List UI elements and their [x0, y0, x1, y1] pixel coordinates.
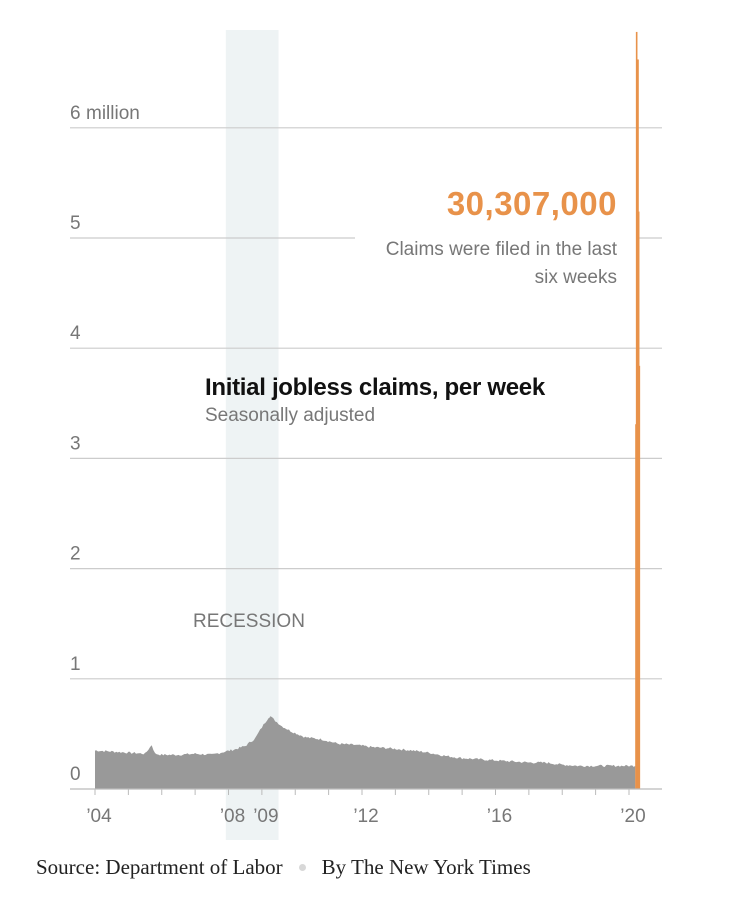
y-tick-label: 6 [70, 103, 81, 124]
y-unit-label: million [86, 103, 140, 124]
recession-label: RECESSION [193, 611, 305, 632]
chart-subtitle: Seasonally adjusted [205, 405, 376, 426]
separator-dot [298, 863, 306, 871]
x-tick-label: ’12 [353, 806, 378, 827]
y-tick-label: 5 [70, 213, 81, 234]
footer: Source: Department of Labor By The New Yo… [36, 855, 531, 880]
recession-band [225, 30, 279, 840]
source-note: Source: Department of Labor [36, 855, 283, 879]
callout-text: Claims were filed in the last six weeks [385, 239, 617, 288]
y-tick-label: 1 [70, 654, 81, 675]
callout-value: 30,307,000 [446, 185, 617, 222]
claims-area [95, 716, 636, 789]
chart-title: Initial jobless claims, per week [205, 374, 545, 401]
y-tick-label: 2 [70, 544, 81, 565]
byline: By The New York Times [321, 855, 531, 879]
y-tick-label: 3 [70, 433, 81, 454]
spike-bar [638, 365, 641, 789]
x-tick-label: ’04 [86, 806, 112, 827]
x-tick-label: ’09 [253, 806, 278, 827]
y-tick-label: 4 [70, 323, 81, 344]
y-tick-label: 0 [70, 764, 81, 785]
x-tick-label: ’16 [487, 806, 512, 827]
x-tick-label: ’20 [620, 806, 645, 827]
x-tick-label: ’08 [220, 806, 245, 827]
